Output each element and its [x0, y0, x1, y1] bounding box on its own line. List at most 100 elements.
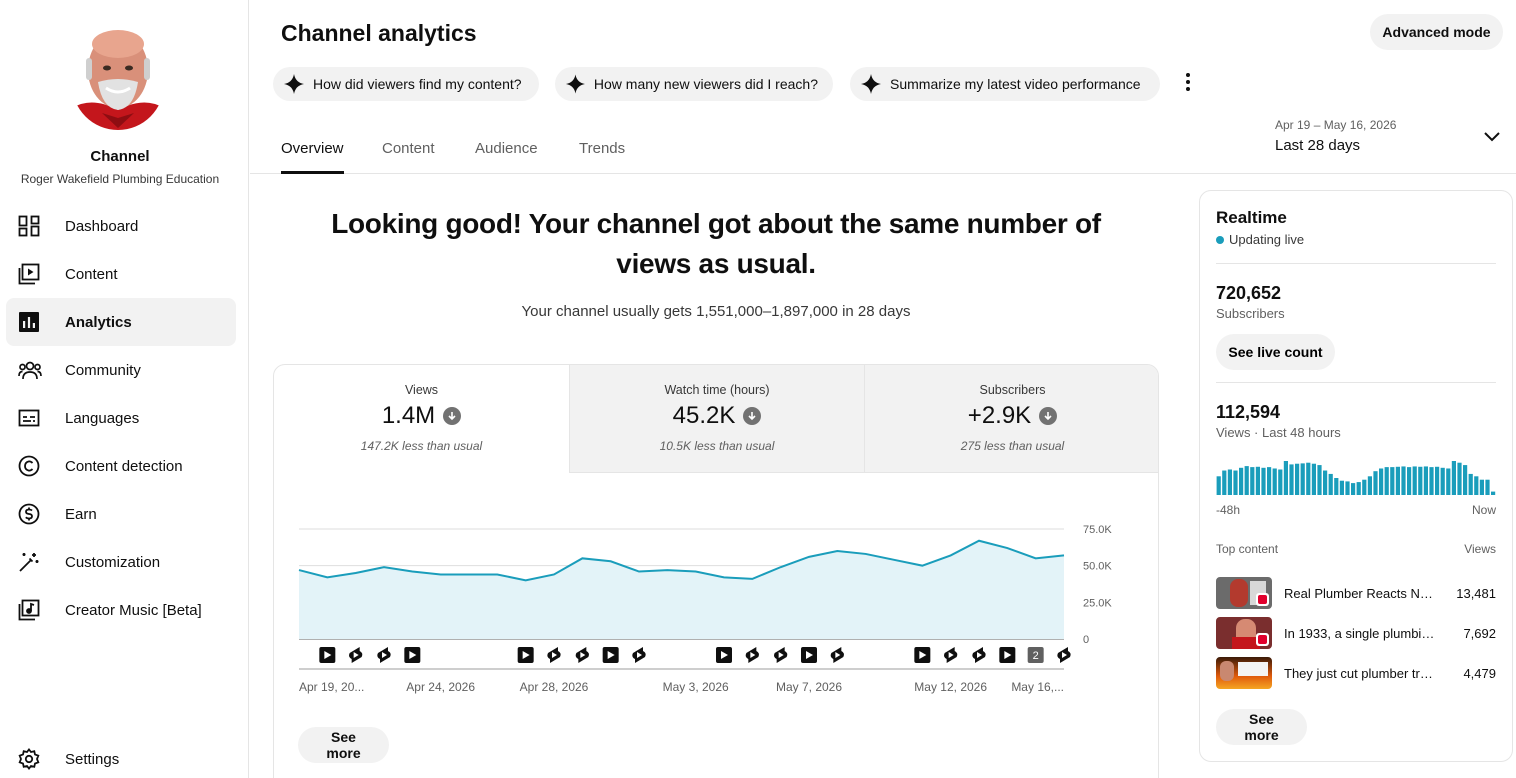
realtime-bar — [1423, 466, 1428, 495]
top-content-label: Top content — [1216, 542, 1279, 556]
metric-label: Views — [404, 383, 439, 397]
chip-label: How many new viewers did I reach? — [593, 76, 818, 92]
svg-text:2: 2 — [1033, 650, 1039, 662]
sidebar-item-content[interactable]: Content — [6, 250, 236, 298]
chip-new-viewers[interactable]: How many new viewers did I reach? — [555, 67, 833, 101]
shorts-upload-icon — [1057, 647, 1071, 663]
chip-label: Summarize my latest video performance — [890, 76, 1141, 92]
metric-label: Subscribers — [979, 383, 1046, 397]
realtime-bar — [1407, 467, 1412, 495]
x-tick-label: Apr 28, 2026 — [520, 680, 589, 694]
shorts-upload-icon — [944, 647, 958, 663]
sidebar-nav: Dashboard Content Analytics Community La… — [6, 202, 236, 634]
sidebar-item-customization[interactable]: Customization — [6, 538, 236, 586]
metric-value: +2.9K — [967, 402, 1032, 429]
video-upload-icon — [602, 647, 619, 663]
sidebar-item-settings[interactable]: Settings — [6, 735, 236, 778]
tab-content[interactable]: Content — [382, 140, 435, 157]
shorts-upload-icon — [377, 647, 391, 663]
x-tick-label: May 12, 2026 — [914, 680, 987, 694]
realtime-bar — [1278, 469, 1283, 495]
more-options-icon[interactable] — [1176, 70, 1200, 94]
x-tick-label: Apr 24, 2026 — [406, 680, 475, 694]
performance-subline: Your channel usually gets 1,551,000–1,89… — [521, 303, 911, 320]
tab-trends[interactable]: Trends — [579, 140, 626, 157]
metric-value-row: 45.2K — [570, 402, 864, 430]
shorts-upload-icon — [575, 647, 589, 663]
video-upload-icon — [517, 647, 534, 663]
realtime-bar — [1446, 468, 1451, 495]
top-content-item[interactable]: Real Plumber Reacts NYC Plumber 13,481 — [1216, 577, 1496, 609]
metric-tab-views[interactable]: Views 1.4M 147.2K less than usual — [274, 365, 569, 473]
sidebar-item-label: Earn — [65, 505, 97, 523]
realtime-bar — [1233, 470, 1238, 495]
realtime-bar — [1323, 470, 1328, 495]
realtime-bar — [1244, 466, 1249, 495]
sidebar-item-content-detection[interactable]: Content detection — [6, 442, 236, 490]
video-thumbnail — [1216, 617, 1272, 649]
sidebar-item-community[interactable]: Community — [6, 346, 236, 394]
realtime-bar — [1435, 466, 1440, 495]
shorts-upload-icon — [745, 647, 759, 663]
top-content-see-more-button[interactable]: See more — [1216, 709, 1307, 745]
divider — [1216, 382, 1496, 383]
realtime-bar — [1289, 464, 1294, 495]
chip-viewers-find-content[interactable]: How did viewers find my content? — [273, 67, 539, 101]
metric-tab-watch-time[interactable]: Watch time (hours) 45.2K 10.5K less than… — [569, 365, 864, 473]
channel-avatar[interactable] — [72, 18, 164, 130]
page-title: Channel analytics — [281, 20, 477, 46]
see-more-button[interactable]: See more — [298, 727, 389, 763]
video-upload-icon — [801, 647, 817, 663]
tab-overview[interactable]: Overview — [281, 140, 344, 174]
realtime-bar — [1401, 466, 1406, 495]
views-column-label: Views — [1464, 542, 1496, 556]
magic-wand-icon — [6, 538, 52, 586]
analytics-icon — [6, 298, 52, 346]
top-content-title: In 1933, a single plumbing mistake — [1284, 625, 1436, 641]
realtime-bar — [1457, 462, 1462, 495]
realtime-bar — [1227, 469, 1232, 495]
realtime-bar — [1373, 471, 1378, 495]
overview-chart-card: Views 1.4M 147.2K less than usual Watch … — [273, 364, 1159, 778]
tab-audience[interactable]: Audience — [475, 140, 538, 157]
community-icon — [6, 346, 52, 394]
channel-title: Channel — [90, 148, 150, 165]
sidebar-item-earn[interactable]: Earn — [6, 490, 236, 538]
sidebar-item-dashboard[interactable]: Dashboard — [6, 202, 236, 250]
metric-value-row: +2.9K — [865, 402, 1158, 430]
metric-comparison: 275 less than usual — [960, 439, 1065, 453]
realtime-bar — [1451, 461, 1456, 495]
dashboard-icon — [6, 202, 52, 250]
realtime-bar — [1339, 480, 1344, 495]
top-content-title: Real Plumber Reacts NYC Plumber — [1284, 585, 1436, 601]
y-tick-label: 0 — [1083, 634, 1089, 646]
top-content-item[interactable]: In 1933, a single plumbing mistake 7,692 — [1216, 617, 1496, 649]
y-tick-label: 50.0K — [1083, 561, 1112, 573]
realtime-bar — [1356, 482, 1361, 495]
see-live-count-button[interactable]: See live count — [1216, 334, 1335, 370]
advanced-mode-button[interactable]: Advanced mode — [1370, 14, 1503, 50]
sidebar: Channel Roger Wakefield Plumbing Educati… — [0, 0, 249, 778]
sidebar-item-languages[interactable]: Languages — [6, 394, 236, 442]
date-range-selector[interactable]: Apr 19 – May 16, 2026 Last 28 days — [1275, 118, 1505, 154]
realtime-bar — [1272, 468, 1277, 495]
realtime-views-label: Views · Last 48 hours — [1216, 425, 1341, 440]
top-content-item[interactable]: They just cut plumber training 4,479 — [1216, 657, 1496, 689]
top-content-views: 13,481 — [1456, 585, 1496, 601]
sidebar-item-analytics[interactable]: Analytics — [6, 298, 236, 346]
sidebar-item-label: Creator Music [Beta] — [65, 601, 202, 619]
realtime-bar — [1485, 479, 1490, 495]
sidebar-item-label: Customization — [65, 553, 161, 571]
realtime-bar — [1261, 467, 1266, 495]
date-range-dates: Apr 19 – May 16, 2026 — [1275, 118, 1397, 132]
chip-summarize-latest-video[interactable]: Summarize my latest video performance — [850, 67, 1160, 101]
realtime-bar — [1412, 466, 1417, 495]
video-upload-icon — [999, 647, 1016, 663]
metric-tab-subscribers[interactable]: Subscribers +2.9K 275 less than usual — [864, 365, 1158, 473]
sidebar-item-creator-music[interactable]: Creator Music [Beta] — [6, 586, 236, 634]
y-tick-label: 75.0K — [1083, 524, 1112, 536]
sidebar-item-label: Analytics — [65, 313, 132, 331]
metric-comparison: 10.5K less than usual — [659, 439, 775, 453]
video-upload-icon — [914, 647, 931, 663]
shorts-icon — [1256, 633, 1269, 646]
